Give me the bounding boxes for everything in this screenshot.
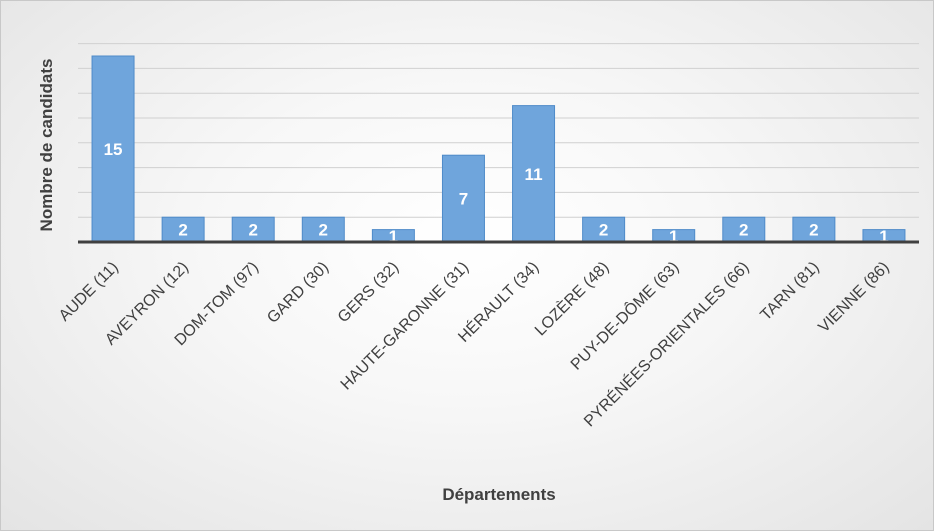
x-tick-label: GERS (32) <box>335 259 402 326</box>
y-axis-title: Nombre de candidats <box>37 58 56 232</box>
data-label: 1 <box>879 227 888 246</box>
data-label: 15 <box>104 140 123 159</box>
data-label: 2 <box>248 221 257 240</box>
data-label: 7 <box>459 190 468 209</box>
x-tick-label: GARD (30) <box>264 259 332 327</box>
x-tick-label: TARN (81) <box>757 259 822 324</box>
bar <box>231 216 275 243</box>
data-label: 1 <box>669 227 678 246</box>
bar <box>512 105 556 243</box>
bar <box>792 216 836 243</box>
x-tick-label: LOZÈRE (48) <box>530 257 612 339</box>
x-tick-label: VIENNE (86) <box>815 259 892 336</box>
data-label: 2 <box>739 221 748 240</box>
data-label: 11 <box>525 165 543 184</box>
data-label: 2 <box>178 221 187 240</box>
bar <box>722 216 766 243</box>
bar <box>301 216 345 243</box>
x-tick-label: HAUTE-GARONNE (31) <box>338 259 473 394</box>
data-label: 2 <box>319 221 328 240</box>
data-label: 2 <box>599 221 608 240</box>
x-axis-title: Départements <box>442 485 556 504</box>
x-tick-label: AUDE (11) <box>56 259 122 325</box>
bar <box>91 55 135 243</box>
data-label: 1 <box>389 227 398 246</box>
data-label: 2 <box>809 221 818 240</box>
